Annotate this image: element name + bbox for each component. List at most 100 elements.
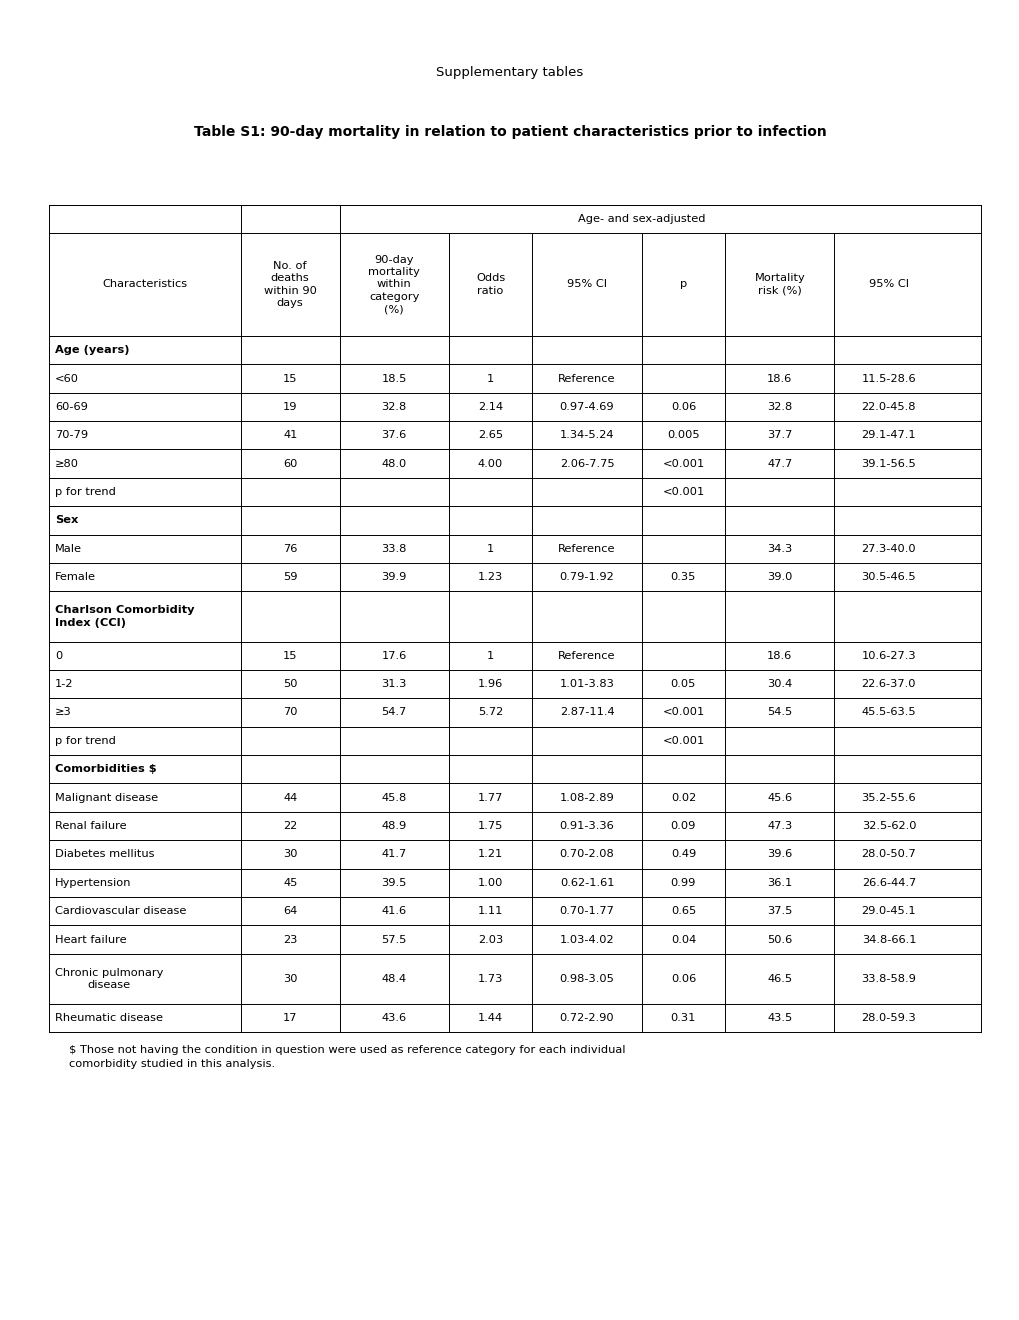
Text: 18.5: 18.5 [381,374,407,384]
Text: Reference: Reference [557,544,615,554]
Text: 32.8: 32.8 [381,401,407,412]
Text: 76: 76 [282,544,298,554]
Text: 35.2-55.6: 35.2-55.6 [861,792,915,803]
Text: Age- and sex-adjusted: Age- and sex-adjusted [577,214,705,224]
Text: Age (years): Age (years) [55,345,129,355]
Text: 0.31: 0.31 [671,1012,695,1023]
Text: 10.6-27.3: 10.6-27.3 [861,651,915,661]
Text: 95% CI: 95% CI [868,280,908,289]
Text: 36.1: 36.1 [766,878,792,888]
Text: 47.7: 47.7 [766,458,792,469]
Text: 54.5: 54.5 [766,708,792,718]
Text: 41.7: 41.7 [381,849,407,859]
Text: 30: 30 [282,974,298,983]
Text: Malignant disease: Malignant disease [55,792,158,803]
Text: ≥3: ≥3 [55,708,71,718]
Text: 64: 64 [283,906,297,916]
Text: 28.0-50.7: 28.0-50.7 [861,849,915,859]
Text: 44: 44 [283,792,297,803]
Text: Sex: Sex [55,515,78,525]
Text: 39.1-56.5: 39.1-56.5 [861,458,915,469]
Text: 11.5-28.6: 11.5-28.6 [861,374,915,384]
Text: Renal failure: Renal failure [55,821,126,832]
Text: 54.7: 54.7 [381,708,407,718]
Text: 1.21: 1.21 [478,849,502,859]
Text: 0.005: 0.005 [666,430,699,441]
Text: 29.1-47.1: 29.1-47.1 [861,430,915,441]
Text: 1-2: 1-2 [55,678,73,689]
Text: Diabetes mellitus: Diabetes mellitus [55,849,155,859]
Text: 45: 45 [282,878,298,888]
Text: 28.0-59.3: 28.0-59.3 [861,1012,915,1023]
Text: p: p [679,280,687,289]
Text: Charlson Comorbidity
Index (CCI): Charlson Comorbidity Index (CCI) [55,606,195,627]
Text: 50.6: 50.6 [766,935,792,945]
Text: Table S1: 90-day mortality in relation to patient characteristics prior to infec: Table S1: 90-day mortality in relation t… [194,125,825,139]
Text: 26.6-44.7: 26.6-44.7 [861,878,915,888]
Text: Male: Male [55,544,82,554]
Text: 1.96: 1.96 [478,678,502,689]
Text: 95% CI: 95% CI [567,280,606,289]
Text: <0.001: <0.001 [661,708,704,718]
Text: 0.99: 0.99 [671,878,695,888]
Text: 39.0: 39.0 [766,572,792,582]
Text: 37.6: 37.6 [381,430,407,441]
Text: 15: 15 [282,374,298,384]
Text: 1: 1 [486,651,494,661]
Text: Reference: Reference [557,374,615,384]
Text: 1.11: 1.11 [478,906,502,916]
Text: 22.0-45.8: 22.0-45.8 [861,401,915,412]
Text: 46.5: 46.5 [766,974,792,983]
Text: 23: 23 [282,935,298,945]
Text: 0.97-4.69: 0.97-4.69 [559,401,613,412]
Text: 34.8-66.1: 34.8-66.1 [861,935,915,945]
Text: 45.5-63.5: 45.5-63.5 [861,708,915,718]
Text: Cardiovascular disease: Cardiovascular disease [55,906,186,916]
Text: 22.6-37.0: 22.6-37.0 [861,678,915,689]
Text: Female: Female [55,572,96,582]
Text: 0.06: 0.06 [671,401,695,412]
Text: 31.3: 31.3 [381,678,407,689]
Text: 0.35: 0.35 [671,572,695,582]
Text: 70: 70 [282,708,298,718]
Text: 2.65: 2.65 [478,430,502,441]
Text: Reference: Reference [557,651,615,661]
Text: 0: 0 [55,651,62,661]
Text: 41: 41 [282,430,298,441]
Text: $ Those not having the condition in question were used as reference category for: $ Those not having the condition in ques… [69,1045,626,1069]
Text: 37.5: 37.5 [766,906,792,916]
Text: 17: 17 [282,1012,298,1023]
Text: <0.001: <0.001 [661,458,704,469]
Text: 19: 19 [282,401,298,412]
Text: 0.79-1.92: 0.79-1.92 [559,572,613,582]
Text: 57.5: 57.5 [381,935,407,945]
Text: 45.6: 45.6 [766,792,792,803]
Text: 41.6: 41.6 [381,906,407,916]
Text: 1.75: 1.75 [478,821,502,832]
Text: 45.8: 45.8 [381,792,407,803]
Text: 2.87-11.4: 2.87-11.4 [559,708,613,718]
Text: 22: 22 [283,821,297,832]
Text: 0.09: 0.09 [671,821,695,832]
Text: 1.08-2.89: 1.08-2.89 [559,792,613,803]
Text: Supplementary tables: Supplementary tables [436,66,583,79]
Text: 0.62-1.61: 0.62-1.61 [559,878,613,888]
Text: 1.01-3.83: 1.01-3.83 [559,678,613,689]
Text: 1: 1 [486,374,494,384]
Text: Odds
ratio: Odds ratio [476,273,504,296]
Text: 59: 59 [282,572,298,582]
Text: 1.34-5.24: 1.34-5.24 [559,430,613,441]
Text: 48.9: 48.9 [381,821,407,832]
Text: 0.06: 0.06 [671,974,695,983]
Text: 50: 50 [282,678,298,689]
Text: 48.0: 48.0 [381,458,407,469]
Text: p for trend: p for trend [55,735,116,746]
Text: 4.00: 4.00 [478,458,502,469]
Text: 17.6: 17.6 [381,651,407,661]
Text: 48.4: 48.4 [381,974,407,983]
Text: 30.4: 30.4 [766,678,792,689]
Text: 1.23: 1.23 [478,572,502,582]
Text: 39.6: 39.6 [766,849,792,859]
Text: 37.7: 37.7 [766,430,792,441]
Text: Chronic pulmonary
disease: Chronic pulmonary disease [55,968,163,990]
